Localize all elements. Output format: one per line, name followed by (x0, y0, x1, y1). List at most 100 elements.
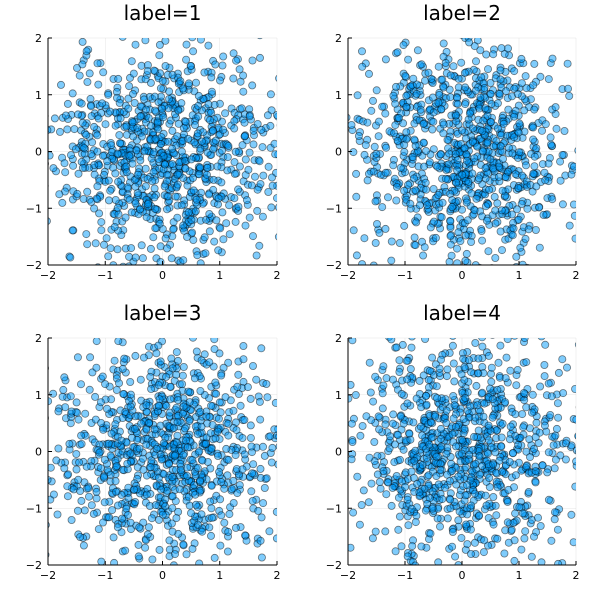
scatter-point (94, 114, 103, 123)
scatter-point (168, 70, 177, 79)
scatter-point (493, 199, 502, 208)
scatter-point (259, 499, 268, 508)
scatter-point (94, 525, 103, 534)
scatter-point (530, 59, 539, 68)
scatter-point (572, 457, 576, 466)
scatter-point (150, 193, 159, 202)
scatter-point (415, 376, 424, 385)
scatter-point (468, 567, 475, 574)
scatter-point (202, 170, 211, 179)
scatter-point (93, 182, 102, 191)
scatter-point (366, 388, 375, 397)
scatter-point (72, 398, 81, 407)
scatter-point (448, 202, 457, 211)
scatter-point (511, 471, 520, 480)
scatter-point (173, 180, 182, 189)
scatter-point (272, 507, 277, 516)
scatter-point (423, 201, 432, 210)
y-tick-label: −2 (26, 559, 42, 572)
scatter-point (230, 158, 239, 167)
scatter-point (394, 493, 403, 502)
scatter-point (173, 396, 182, 405)
scatter-point (155, 40, 164, 49)
scatter-point (111, 195, 120, 204)
x-tick-label: −2 (40, 569, 56, 582)
scatter-point (110, 558, 119, 565)
scatter-point (210, 237, 219, 246)
scatter-point (233, 382, 242, 391)
scatter-point (561, 439, 570, 448)
scatter-point (506, 366, 515, 375)
scatter-point (572, 446, 576, 455)
scatter-point (188, 173, 197, 182)
scatter-point (368, 96, 377, 105)
scatter-point (96, 464, 105, 473)
scatter-point (154, 401, 163, 410)
scatter-point (194, 101, 203, 110)
scatter-point (571, 234, 576, 243)
scatter-point (136, 112, 145, 121)
scatter-point (234, 370, 243, 379)
scatter-point (465, 109, 474, 118)
scatter-point (124, 510, 133, 519)
scatter-point (563, 363, 572, 372)
scatter-point (453, 166, 462, 175)
scatter-point (381, 109, 390, 118)
scatter-point (183, 443, 192, 452)
scatter-point (446, 231, 455, 240)
scatter-point (434, 480, 443, 489)
scatter-point (162, 244, 171, 253)
scatter-point (459, 38, 464, 39)
scatter-point (489, 264, 495, 265)
scatter-point (394, 525, 403, 534)
scatter-point (528, 390, 537, 399)
scatter-point (214, 246, 223, 255)
scatter-point (496, 142, 505, 151)
scatter-point (549, 441, 558, 450)
scatter-point (442, 449, 451, 458)
scatter-point (196, 163, 205, 172)
scatter-point (413, 46, 422, 55)
scatter-point (448, 542, 457, 551)
scatter-point (446, 223, 455, 232)
scatter-point (427, 433, 436, 442)
scatter-point (471, 338, 480, 347)
scatter-point (437, 105, 446, 114)
scatter-point (472, 381, 481, 390)
subplot-2: −2 −1 0 1 2 −2 −1 0 1 2 label=2 (326, 1, 580, 282)
scatter-point (514, 128, 523, 137)
scatter-point (443, 365, 452, 374)
scatter-point (218, 208, 227, 217)
scatter-point (497, 44, 506, 53)
scatter-point (356, 431, 365, 440)
scatter-point (551, 103, 560, 112)
scatter-point (451, 422, 460, 431)
scatter-point (144, 114, 153, 123)
scatter-point (156, 84, 165, 93)
scatter-point (448, 430, 457, 439)
scatter-point (250, 172, 259, 181)
scatter-point (248, 56, 257, 65)
scatter-point (376, 484, 385, 493)
scatter-point (257, 513, 266, 522)
scatter-point (387, 256, 396, 265)
subplot-title: label=2 (423, 1, 501, 25)
scatter-point (460, 424, 469, 433)
scatter-point (153, 118, 162, 127)
scatter-point (275, 443, 277, 450)
scatter-point (460, 363, 469, 372)
scatter-point (510, 536, 519, 545)
scatter-point (567, 170, 576, 179)
scatter-point (561, 455, 570, 464)
scatter-point (371, 372, 380, 381)
scatter-point (125, 262, 133, 265)
scatter-point (140, 95, 149, 104)
scatter-point (434, 98, 443, 107)
scatter-point (72, 465, 81, 474)
scatter-point (449, 62, 458, 71)
scatter-point (229, 406, 238, 415)
scatter-point (58, 392, 67, 401)
scatter-point (535, 243, 544, 252)
y-tick-label: 2 (335, 332, 342, 345)
